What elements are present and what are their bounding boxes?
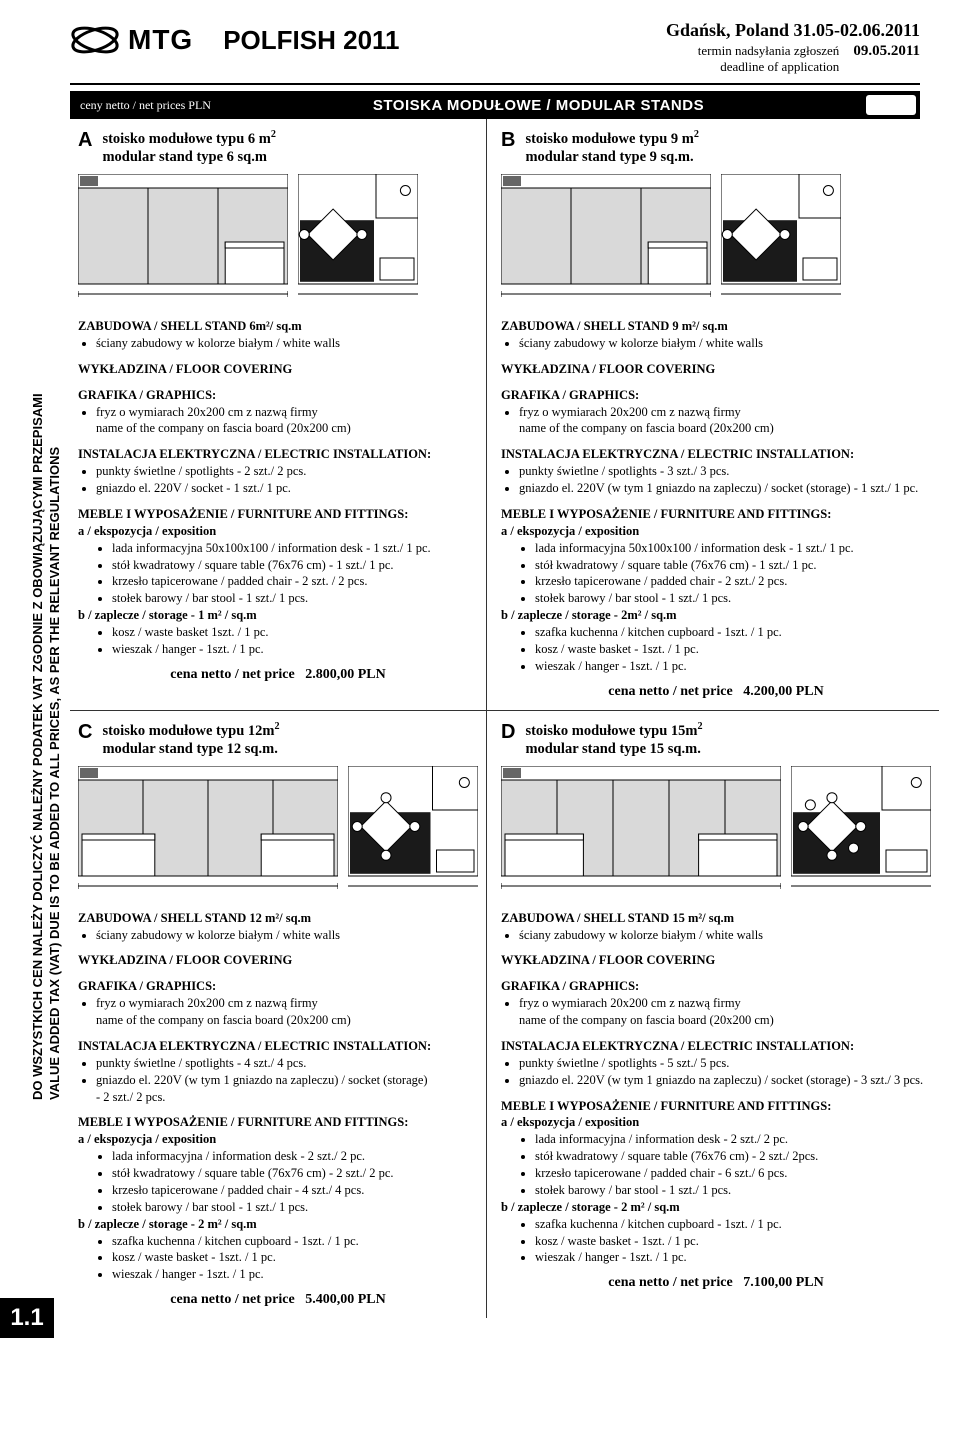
deadline-date: 09.05.2011 — [853, 43, 920, 75]
stand-A-title: A stoisko modułowe typu 6 m2 modular sta… — [78, 129, 478, 166]
deadline-labels: termin nadsyłania zgłoszeń deadline of a… — [698, 43, 840, 75]
stand-B-letter: B — [501, 129, 515, 152]
list-item: wieszak / hanger - 1szt. / 1 pc. — [535, 658, 931, 675]
list-item: stół kwadratowy / square table (76x76 cm… — [535, 1148, 931, 1165]
list-item: krzesło tapicerowane / padded chair - 2 … — [112, 573, 478, 590]
stands-grid: A stoisko modułowe typu 6 m2 modular sta… — [70, 119, 920, 1318]
stand-A-letter: A — [78, 129, 92, 152]
stand-C-title: C stoisko modułowe typu 12m2 modular sta… — [78, 721, 478, 758]
stand-D: D stoisko modułowe typu 15m2 modular sta… — [493, 711, 939, 1318]
list-item: kosz / waste basket - 1szt. / 1 pc. — [112, 1249, 478, 1266]
list-item: krzesło tapicerowane / padded chair - 4 … — [112, 1182, 478, 1199]
storage-heading: b / zaplecze / storage - 1 m² / sq.m — [78, 607, 478, 624]
stand-A-title-text: stoisko modułowe typu 6 m2 modular stand… — [102, 129, 275, 166]
list-item: kosz / waste basket 1szt. / 1 pc. — [112, 624, 478, 641]
stand-D-title: D stoisko modułowe typu 15m2 modular sta… — [501, 721, 931, 758]
section-bar: ceny netto / net prices PLN STOISKA MODU… — [70, 91, 920, 119]
stand-B-title: B stoisko modułowe typu 9 m2 modular sta… — [501, 129, 931, 166]
list-item: stół kwadratowy / square table (76x76 cm… — [112, 1165, 478, 1182]
stand-A-diagram — [78, 174, 478, 304]
list-item: kosz / waste basket - 1szt. / 1 pc. — [535, 641, 931, 658]
page-number: 1.1 — [0, 1298, 54, 1338]
list-item: krzesło tapicerowane / padded chair - 2 … — [535, 573, 931, 590]
floor-heading: WYKŁADZINA / FLOOR COVERING — [78, 361, 478, 378]
expo-heading: a / ekspozycja / exposition — [78, 523, 478, 540]
header-rule — [70, 83, 920, 85]
list-item: szafka kuchenna / kitchen cupboard - 1sz… — [535, 624, 931, 641]
stand-D-spec: ZABUDOWA / SHELL STAND 15 m²/ sq.m ścian… — [501, 910, 931, 1294]
logo-text: MTG — [128, 24, 193, 56]
list-item: wieszak / hanger - 1szt. / 1 pc. — [112, 641, 478, 658]
furn-heading: MEBLE I WYPOSAŻENIE / FURNITURE AND FITT… — [78, 506, 478, 523]
stand-A-spec: ZABUDOWA / SHELL STAND 6m²/ sq.m ściany … — [78, 318, 478, 685]
list-item: wieszak / hanger - 1szt. / 1 pc. — [112, 1266, 478, 1283]
graphics-heading: GRAFIKA / GRAPHICS: — [78, 387, 478, 404]
logo-icon — [70, 20, 120, 60]
stand-C: C stoisko modułowe typu 12m2 modular sta… — [70, 711, 487, 1318]
list-item: stołek barowy / bar stool - 1 szt./ 1 pc… — [535, 590, 931, 607]
stand-B: B stoisko modułowe typu 9 m2 modular sta… — [493, 119, 939, 710]
list-item: wieszak / hanger - 1szt. / 1 pc. — [535, 1249, 931, 1266]
section-title: STOISKA MODUŁOWE / MODULAR STANDS — [211, 97, 866, 114]
list-item: stół kwadratowy / square table (76x76 cm… — [535, 557, 931, 574]
stand-C-spec: ZABUDOWA / SHELL STAND 12 m²/ sq.m ścian… — [78, 910, 478, 1310]
list-item: stołek barowy / bar stool - 1 szt./ 1 pc… — [112, 1199, 478, 1216]
header-left: MTG POLFISH 2011 — [70, 20, 400, 60]
list-item: lada informacyjna 50x100x100 / informati… — [112, 540, 478, 557]
list-item: lada informacyjna / information desk - 2… — [535, 1131, 931, 1148]
list-item: szafka kuchenna / kitchen cupboard - 1sz… — [535, 1216, 931, 1233]
deadline-row: termin nadsyłania zgłoszeń deadline of a… — [666, 43, 920, 75]
stand-B-spec: ZABUDOWA / SHELL STAND 9 m²/ sq.m ściany… — [501, 318, 931, 702]
side-vat-notice: DO WSZYSTKICH CEN NALEŻY DOLICZYĆ NALEŻN… — [30, 393, 64, 1100]
event-title: POLFISH 2011 — [223, 25, 399, 56]
list-item: stół kwadratowy / square table (76x76 cm… — [112, 557, 478, 574]
price-C: cena netto / net price 5.400,00 PLN — [78, 1291, 478, 1310]
list-item: lada informacyjna / information desk - 2… — [112, 1148, 478, 1165]
header-right: Gdańsk, Poland 31.05-02.06.2011 termin n… — [666, 20, 920, 75]
header-row: MTG POLFISH 2011 Gdańsk, Poland 31.05-02… — [70, 20, 920, 75]
expo-list-A: lada informacyjna 50x100x100 / informati… — [112, 540, 478, 608]
net-prices-label: ceny netto / net prices PLN — [70, 98, 211, 113]
stand-C-diagram — [78, 766, 478, 896]
list-item: kosz / waste basket - 1szt. / 1 pc. — [535, 1233, 931, 1250]
list-item: lada informacyjna 50x100x100 / informati… — [535, 540, 931, 557]
page: MTG POLFISH 2011 Gdańsk, Poland 31.05-02… — [0, 0, 960, 1338]
storage-list-A: kosz / waste basket 1szt. / 1 pc.wieszak… — [112, 624, 478, 658]
deadline-pl: termin nadsyłania zgłoszeń — [698, 43, 840, 59]
logo-block: MTG — [70, 20, 193, 60]
price-B: cena netto / net price 4.200,00 PLN — [501, 683, 931, 702]
list-item: szafka kuchenna / kitchen cupboard - 1sz… — [112, 1233, 478, 1250]
code-box — [866, 95, 916, 115]
list-item: stołek barowy / bar stool - 1 szt./ 1 pc… — [535, 1182, 931, 1199]
electric-heading: INSTALACJA ELEKTRYCZNA / ELECTRIC INSTAL… — [78, 446, 478, 463]
stand-B-diagram — [501, 174, 931, 304]
price-A: cena netto / net price 2.800,00 PLN — [78, 666, 478, 685]
list-item: stołek barowy / bar stool - 1 szt./ 1 pc… — [112, 590, 478, 607]
stand-D-diagram — [501, 766, 931, 896]
price-D: cena netto / net price 7.100,00 PLN — [501, 1274, 931, 1293]
shell-heading: ZABUDOWA / SHELL STAND 6m²/ sq.m — [78, 318, 478, 335]
place-date: Gdańsk, Poland 31.05-02.06.2011 — [666, 20, 920, 41]
deadline-en: deadline of application — [698, 59, 840, 75]
stand-A: A stoisko modułowe typu 6 m2 modular sta… — [70, 119, 487, 710]
list-item: krzesło tapicerowane / padded chair - 6 … — [535, 1165, 931, 1182]
